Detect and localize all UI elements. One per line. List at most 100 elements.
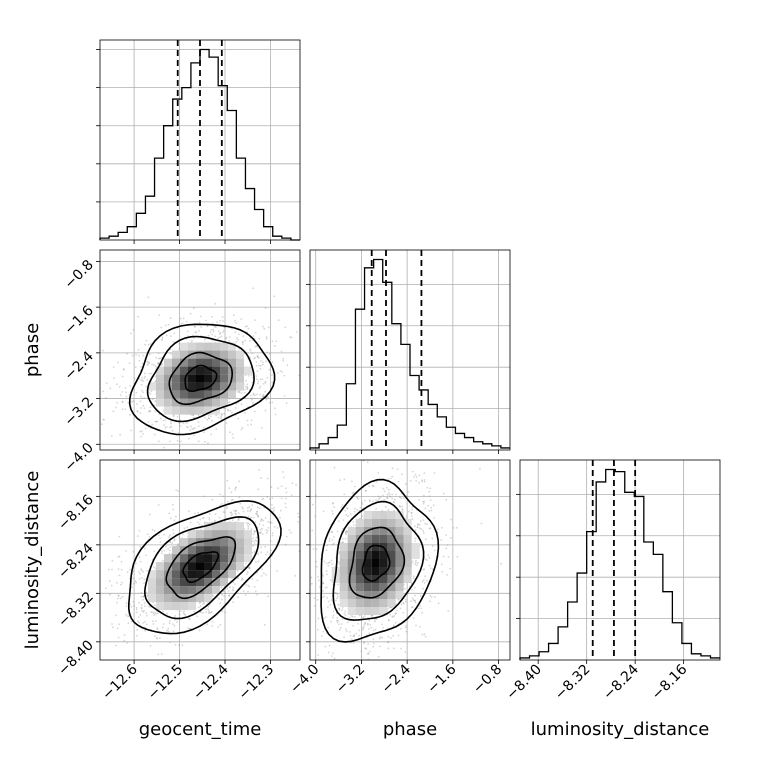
sample-point	[122, 368, 125, 371]
sample-point	[247, 522, 250, 525]
sample-point	[200, 326, 203, 328]
sample-point	[414, 529, 417, 532]
panel-luminosity-distance-vs-phase-contour-3	[320, 478, 440, 643]
density-cell	[156, 562, 164, 571]
density-cell	[196, 390, 204, 399]
sample-point	[229, 431, 232, 434]
density-cell	[188, 602, 196, 611]
sample-point	[455, 526, 458, 529]
density-cell	[196, 570, 204, 579]
sample-point	[411, 588, 413, 591]
sample-point	[331, 502, 334, 505]
density-cell	[188, 586, 196, 595]
sample-point	[125, 395, 128, 398]
sample-point	[257, 380, 260, 382]
sample-point	[208, 417, 211, 420]
sample-point	[170, 335, 173, 337]
sample-point	[259, 393, 261, 396]
sample-point	[214, 303, 217, 305]
sample-point	[336, 619, 338, 622]
density-cell	[164, 602, 172, 611]
sample-point	[156, 420, 158, 423]
sample-point	[242, 341, 244, 343]
sample-point	[237, 596, 240, 599]
sample-point	[141, 376, 143, 379]
sample-point	[416, 526, 419, 529]
sample-point	[244, 594, 247, 596]
sample-point	[220, 417, 223, 420]
density-cell	[347, 527, 356, 535]
sample-point	[168, 552, 171, 555]
density-cell	[196, 530, 204, 539]
density-cell	[387, 527, 396, 535]
sample-point	[166, 612, 169, 615]
sample-point	[105, 382, 108, 384]
sample-point	[259, 385, 262, 388]
density-cell	[355, 551, 364, 559]
sample-point	[418, 499, 420, 501]
sample-point	[214, 326, 217, 329]
sample-point	[121, 408, 124, 410]
sample-point	[146, 594, 149, 597]
sample-point	[396, 468, 399, 470]
sample-point	[153, 433, 156, 436]
density-cell	[355, 583, 364, 591]
sample-point	[428, 564, 431, 567]
ylabel-phase: phase	[22, 323, 43, 377]
sample-point	[424, 575, 427, 578]
sample-point	[415, 624, 417, 627]
density-cell	[355, 599, 364, 607]
density-cell	[204, 358, 212, 367]
sample-point	[307, 554, 309, 556]
sample-point	[281, 471, 284, 473]
sample-point	[200, 528, 203, 531]
sample-point	[229, 511, 232, 514]
sample-point	[414, 586, 416, 589]
sample-point	[198, 523, 201, 525]
sample-point	[445, 498, 448, 501]
sample-point	[246, 507, 249, 509]
sample-point	[147, 343, 150, 346]
sample-point	[253, 542, 256, 544]
sample-point	[234, 407, 237, 409]
sample-point	[163, 533, 165, 536]
sample-point	[414, 473, 417, 476]
sample-point	[111, 623, 113, 625]
density-cell	[355, 559, 364, 567]
sample-point	[344, 610, 347, 613]
density-cell	[339, 591, 348, 599]
density-cell	[403, 543, 412, 551]
sample-point	[424, 522, 427, 525]
sample-point	[144, 427, 147, 430]
sample-point	[140, 607, 143, 609]
density-cell	[220, 530, 228, 539]
density-cell	[196, 350, 204, 359]
sample-point	[420, 528, 423, 530]
density-cell	[196, 562, 204, 571]
sample-point	[266, 551, 269, 553]
sample-point	[250, 423, 253, 426]
sample-point	[356, 497, 359, 500]
density-cell	[339, 559, 348, 567]
sample-point	[301, 569, 303, 571]
sample-point	[170, 425, 173, 428]
sample-point	[117, 568, 120, 570]
sample-point	[361, 503, 364, 505]
sample-point	[331, 543, 334, 546]
hist-luminosity-distance-xticklabel-1: −8.32	[552, 662, 594, 704]
density-cell	[411, 551, 420, 559]
sample-point	[277, 319, 280, 322]
sample-point	[338, 520, 340, 523]
sample-point	[161, 363, 164, 366]
sample-point	[123, 634, 126, 636]
sample-point	[260, 477, 262, 479]
sample-point	[422, 500, 425, 503]
sample-point	[316, 599, 319, 601]
sample-point	[178, 644, 181, 646]
sample-point	[428, 556, 431, 559]
sample-point	[367, 623, 369, 626]
density-cell	[212, 554, 220, 563]
density-cell	[379, 519, 388, 527]
sample-point	[127, 615, 130, 618]
sample-point	[297, 512, 299, 515]
